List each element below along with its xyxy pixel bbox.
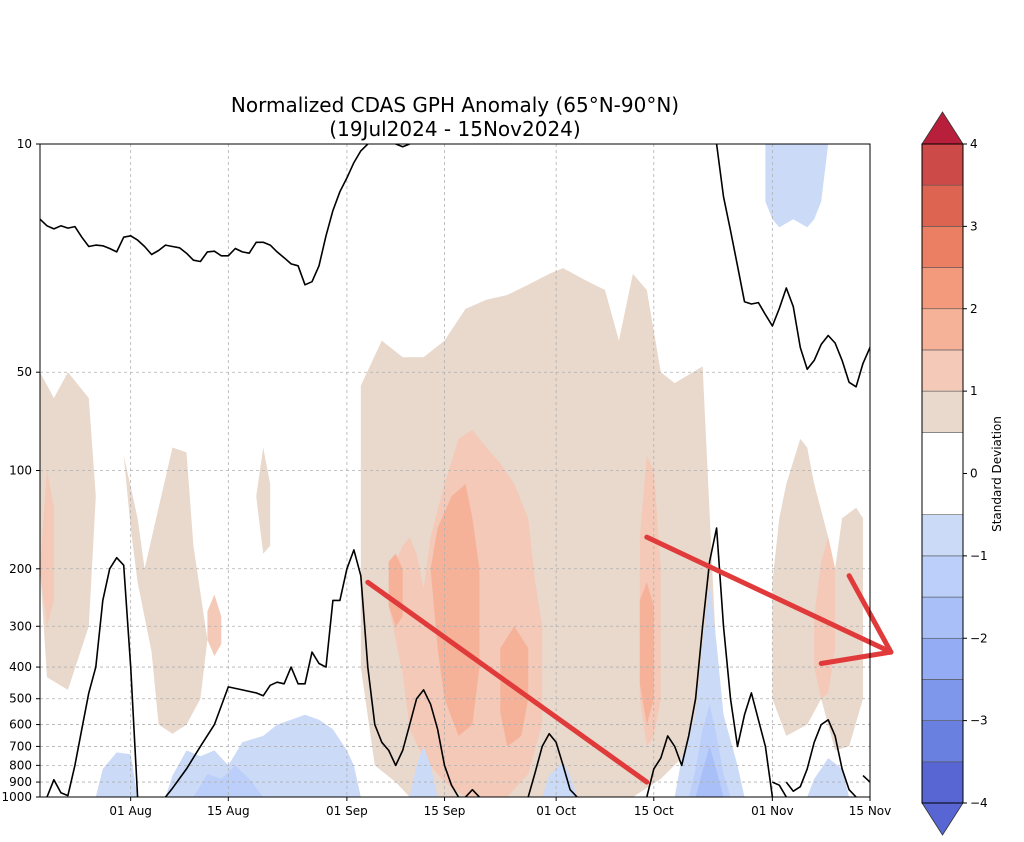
anomaly-region xyxy=(256,447,271,554)
x-tick-label: 15 Sep xyxy=(424,804,466,818)
anomaly-region xyxy=(695,746,724,797)
anomaly-region xyxy=(542,761,578,797)
anomaly-region xyxy=(807,758,850,797)
y-tick-label: 800 xyxy=(9,758,32,772)
y-tick-label: 1000 xyxy=(1,790,32,804)
y-tick-label: 500 xyxy=(9,692,32,706)
colorbar-segment xyxy=(921,432,964,515)
plot-area: 01 Aug 15 Aug 01 Sep 15 Sep 01 Oct 15 Oct 01 N… xyxy=(1,137,894,818)
y-tick-label: 300 xyxy=(9,619,32,633)
annotation-arrowhead xyxy=(818,573,894,666)
colorbar-tick-label: 4 xyxy=(970,137,978,151)
contour-line xyxy=(527,732,578,797)
colorbar-tick-label: 0 xyxy=(970,467,978,481)
x-tick-label: 15 Aug xyxy=(207,804,250,818)
colorbar-segment xyxy=(921,761,964,804)
contour-line xyxy=(464,788,480,797)
anomaly-region xyxy=(409,746,438,797)
anomaly-region xyxy=(207,594,222,656)
colorbar-tick-label: 1 xyxy=(970,384,978,398)
colorbar-segment xyxy=(921,143,964,186)
colorbar-segment xyxy=(921,308,964,351)
contour-line xyxy=(785,718,857,797)
anomaly-region xyxy=(430,484,480,736)
chart-title: Normalized CDAS GPH Anomaly (65°N-90°N) xyxy=(231,93,679,117)
anomaly-region xyxy=(814,537,836,699)
colorbar-segment xyxy=(921,679,964,721)
y-tick-label: 50 xyxy=(17,365,32,379)
colorbar-segment xyxy=(921,267,964,310)
colorbar-segment xyxy=(921,514,964,557)
contour-line xyxy=(715,144,870,388)
colorbar-extend-max xyxy=(921,111,964,145)
x-tick-label: 01 Sep xyxy=(326,804,368,818)
anomaly-region xyxy=(40,372,96,690)
annotation-arrow xyxy=(365,579,650,785)
y-tick-label: 400 xyxy=(9,660,32,674)
colorbar-tick-label: −4 xyxy=(970,796,988,810)
colorbar-segment xyxy=(921,637,964,680)
anomaly-region xyxy=(40,470,54,627)
contour-line xyxy=(646,527,774,797)
annotation-arrow xyxy=(644,534,894,655)
colorbar-tick-label: −3 xyxy=(970,714,988,728)
colorbar-segment xyxy=(921,184,964,227)
contour-line xyxy=(46,556,139,797)
colorbar-segment xyxy=(921,226,964,268)
colorbar-segment xyxy=(921,596,964,639)
anomaly-regions xyxy=(40,144,863,797)
x-tick-label: 01 Aug xyxy=(109,804,152,818)
contour-line xyxy=(772,781,787,797)
x-tick-label: 01 Nov xyxy=(751,804,794,818)
anomaly-region xyxy=(123,447,208,734)
colorbar-segment xyxy=(921,349,964,392)
colorbar-extend-min xyxy=(921,802,964,836)
y-tick-label: 100 xyxy=(9,464,32,478)
anomaly-region xyxy=(674,582,745,797)
colorbar-segment xyxy=(921,720,964,763)
colorbar-tick-label: 2 xyxy=(970,302,978,316)
contour-line xyxy=(862,775,870,784)
contour-line xyxy=(40,144,369,286)
chart-subtitle: (19Jul2024 - 15Nov2024) xyxy=(329,117,580,141)
colorbar-label: Standard Deviation xyxy=(990,416,1004,532)
colorbar-tick-label: 3 xyxy=(970,219,978,233)
y-tick-label: 700 xyxy=(9,739,32,753)
contour-line xyxy=(395,144,410,148)
anomaly-region xyxy=(388,553,403,627)
y-tick-label: 10 xyxy=(17,137,32,151)
colorbar-segment xyxy=(921,390,964,433)
colorbar-segment xyxy=(921,555,964,598)
contour-line xyxy=(164,549,460,797)
contour-lines xyxy=(40,144,870,797)
anomaly-region xyxy=(639,582,654,725)
colorbar-tick-label: −2 xyxy=(970,631,988,645)
annotations xyxy=(365,534,894,785)
colorbar: −4 −3 −2 −1 0 1 2 3 4 xyxy=(921,111,988,836)
colorbar-tick-label: −1 xyxy=(970,549,988,563)
x-tick-label: 01 Oct xyxy=(536,804,576,818)
y-tick-label: 600 xyxy=(9,718,32,732)
y-tick-label: 900 xyxy=(9,775,32,789)
x-tick-label: 15 Nov xyxy=(849,804,892,818)
x-tick-label: 15 Oct xyxy=(634,804,674,818)
anomaly-region xyxy=(765,144,829,228)
y-tick-label: 200 xyxy=(9,562,32,576)
anomaly-region xyxy=(95,752,138,797)
